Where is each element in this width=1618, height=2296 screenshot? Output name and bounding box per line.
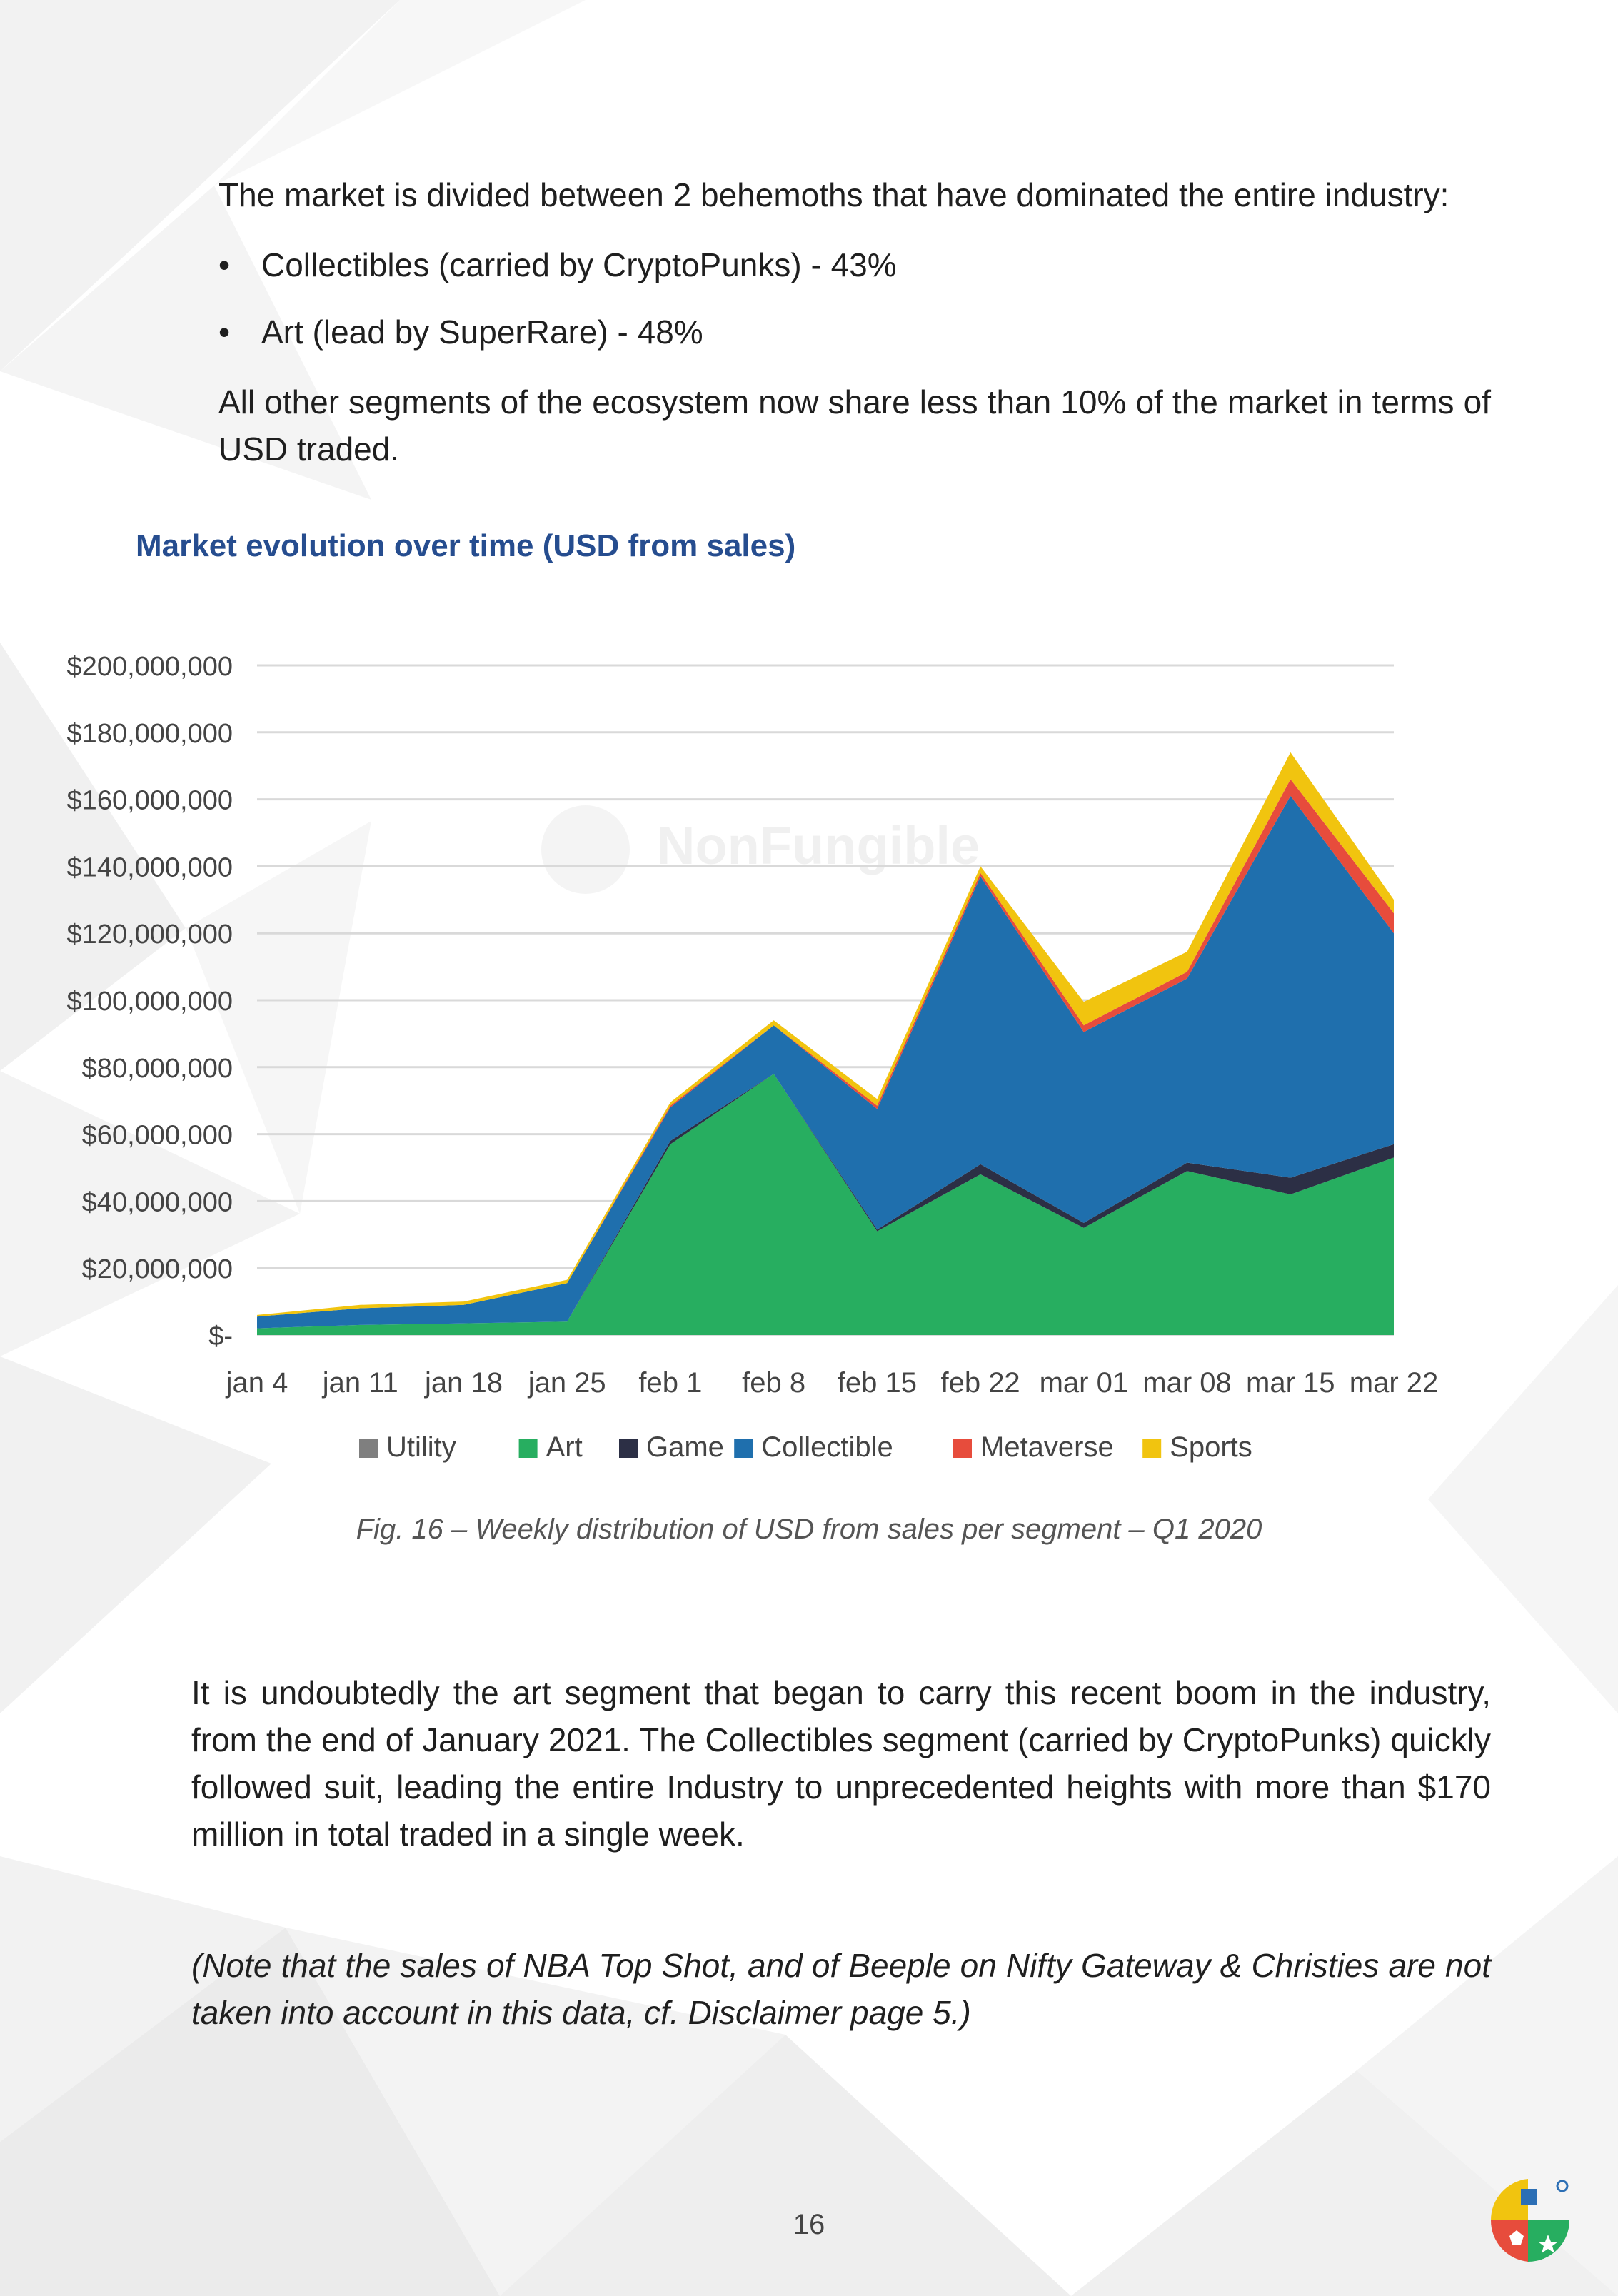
bullet-dot: •	[218, 246, 231, 283]
watermark: NonFungible	[541, 805, 980, 894]
legend-swatch	[518, 1439, 538, 1458]
area-collectible	[257, 795, 1394, 1329]
page-number: 16	[793, 2209, 825, 2240]
legend-label: Art	[546, 1431, 583, 1463]
x-tick-label: mar 08	[1142, 1367, 1232, 1399]
intro-text: The market is divided between 2 behemoth…	[218, 176, 1449, 213]
x-tick-label: jan 25	[528, 1367, 606, 1399]
legend-item-sports: Sports	[1142, 1431, 1252, 1463]
bullet-collectibles: • Collectibles (carried by CryptoPunks) -…	[218, 241, 1491, 288]
legend-swatch	[619, 1439, 638, 1458]
figure-caption: Fig. 16 – Weekly distribution of USD fro…	[356, 1514, 1262, 1545]
note-paragraph: (Note that the sales of NBA Top Shot, an…	[191, 1947, 1491, 2031]
brand-logo-icon	[1490, 2179, 1569, 2262]
chart-title: Market evolution over time (USD from sal…	[136, 528, 796, 563]
x-tick-label: feb 8	[742, 1367, 805, 1399]
y-tick-label: $40,000,000	[82, 1187, 233, 1217]
legend-label: Game	[646, 1431, 724, 1463]
other-segments-text: All other segments of the ecosystem now …	[218, 383, 1491, 468]
legend-swatch	[953, 1439, 972, 1458]
legend-item-metaverse: Metaverse	[953, 1431, 1114, 1463]
legend-swatch	[359, 1439, 378, 1458]
bullet-dot: •	[218, 313, 231, 351]
legend-item-game: Game	[619, 1431, 724, 1463]
y-axis-ticks: $- $20,000,000 $40,000,000 $60,000,000 $80,0…	[67, 652, 233, 1351]
y-tick-label: $-	[208, 1321, 233, 1351]
y-tick-label: $60,000,000	[82, 1121, 233, 1151]
x-tick-label: mar 01	[1040, 1367, 1129, 1399]
legend-label: Collectible	[761, 1431, 893, 1463]
x-tick-label: mar 15	[1246, 1367, 1335, 1399]
x-axis-ticks: jan 4 jan 11 jan 18 jan 25 feb 1 feb 8 feb 15 f…	[226, 1367, 1439, 1399]
legend: Utility Art Game Collectible Metaverse Sports	[359, 1431, 1252, 1463]
legend-label: Utility	[386, 1431, 456, 1463]
x-tick-label: mar 22	[1350, 1367, 1439, 1399]
legend-swatch	[734, 1439, 753, 1458]
bullet-text: Art (lead by SuperRare) - 48%	[261, 313, 703, 351]
x-tick-label: feb 15	[838, 1367, 917, 1399]
legend-item-utility: Utility	[359, 1431, 456, 1463]
y-tick-label: $20,000,000	[82, 1254, 233, 1284]
y-tick-label: $140,000,000	[67, 852, 233, 882]
bullet-text: Collectibles (carried by CryptoPunks) - …	[261, 246, 897, 283]
y-tick-label: $160,000,000	[67, 786, 233, 816]
areas	[257, 752, 1394, 1335]
area-chart: NonFungible $- $20,000,000 $40,000,000 $60,…	[67, 652, 1439, 1463]
y-tick-label: $100,000,000	[67, 987, 233, 1017]
y-tick-label: $200,000,000	[67, 652, 233, 682]
legend-label: Metaverse	[980, 1431, 1114, 1463]
area-art	[257, 1074, 1394, 1335]
y-tick-label: $180,000,000	[67, 719, 233, 749]
x-tick-label: feb 22	[940, 1367, 1020, 1399]
legend-item-art: Art	[518, 1431, 583, 1463]
y-tick-label: $120,000,000	[67, 920, 233, 950]
watermark-logo-icon	[541, 805, 630, 894]
x-tick-label: jan 4	[226, 1367, 288, 1399]
art-paragraph: It is undoubtedly the art segment that b…	[191, 1674, 1491, 1853]
x-tick-label: jan 18	[424, 1367, 503, 1399]
x-tick-label: feb 1	[638, 1367, 702, 1399]
bullet-art: • Art (lead by SuperRare) - 48%	[218, 308, 1491, 356]
legend-item-collectible: Collectible	[734, 1431, 893, 1463]
legend-swatch	[1142, 1439, 1162, 1458]
y-tick-label: $80,000,000	[82, 1054, 233, 1084]
x-tick-label: jan 11	[322, 1367, 398, 1399]
legend-label: Sports	[1170, 1431, 1252, 1463]
